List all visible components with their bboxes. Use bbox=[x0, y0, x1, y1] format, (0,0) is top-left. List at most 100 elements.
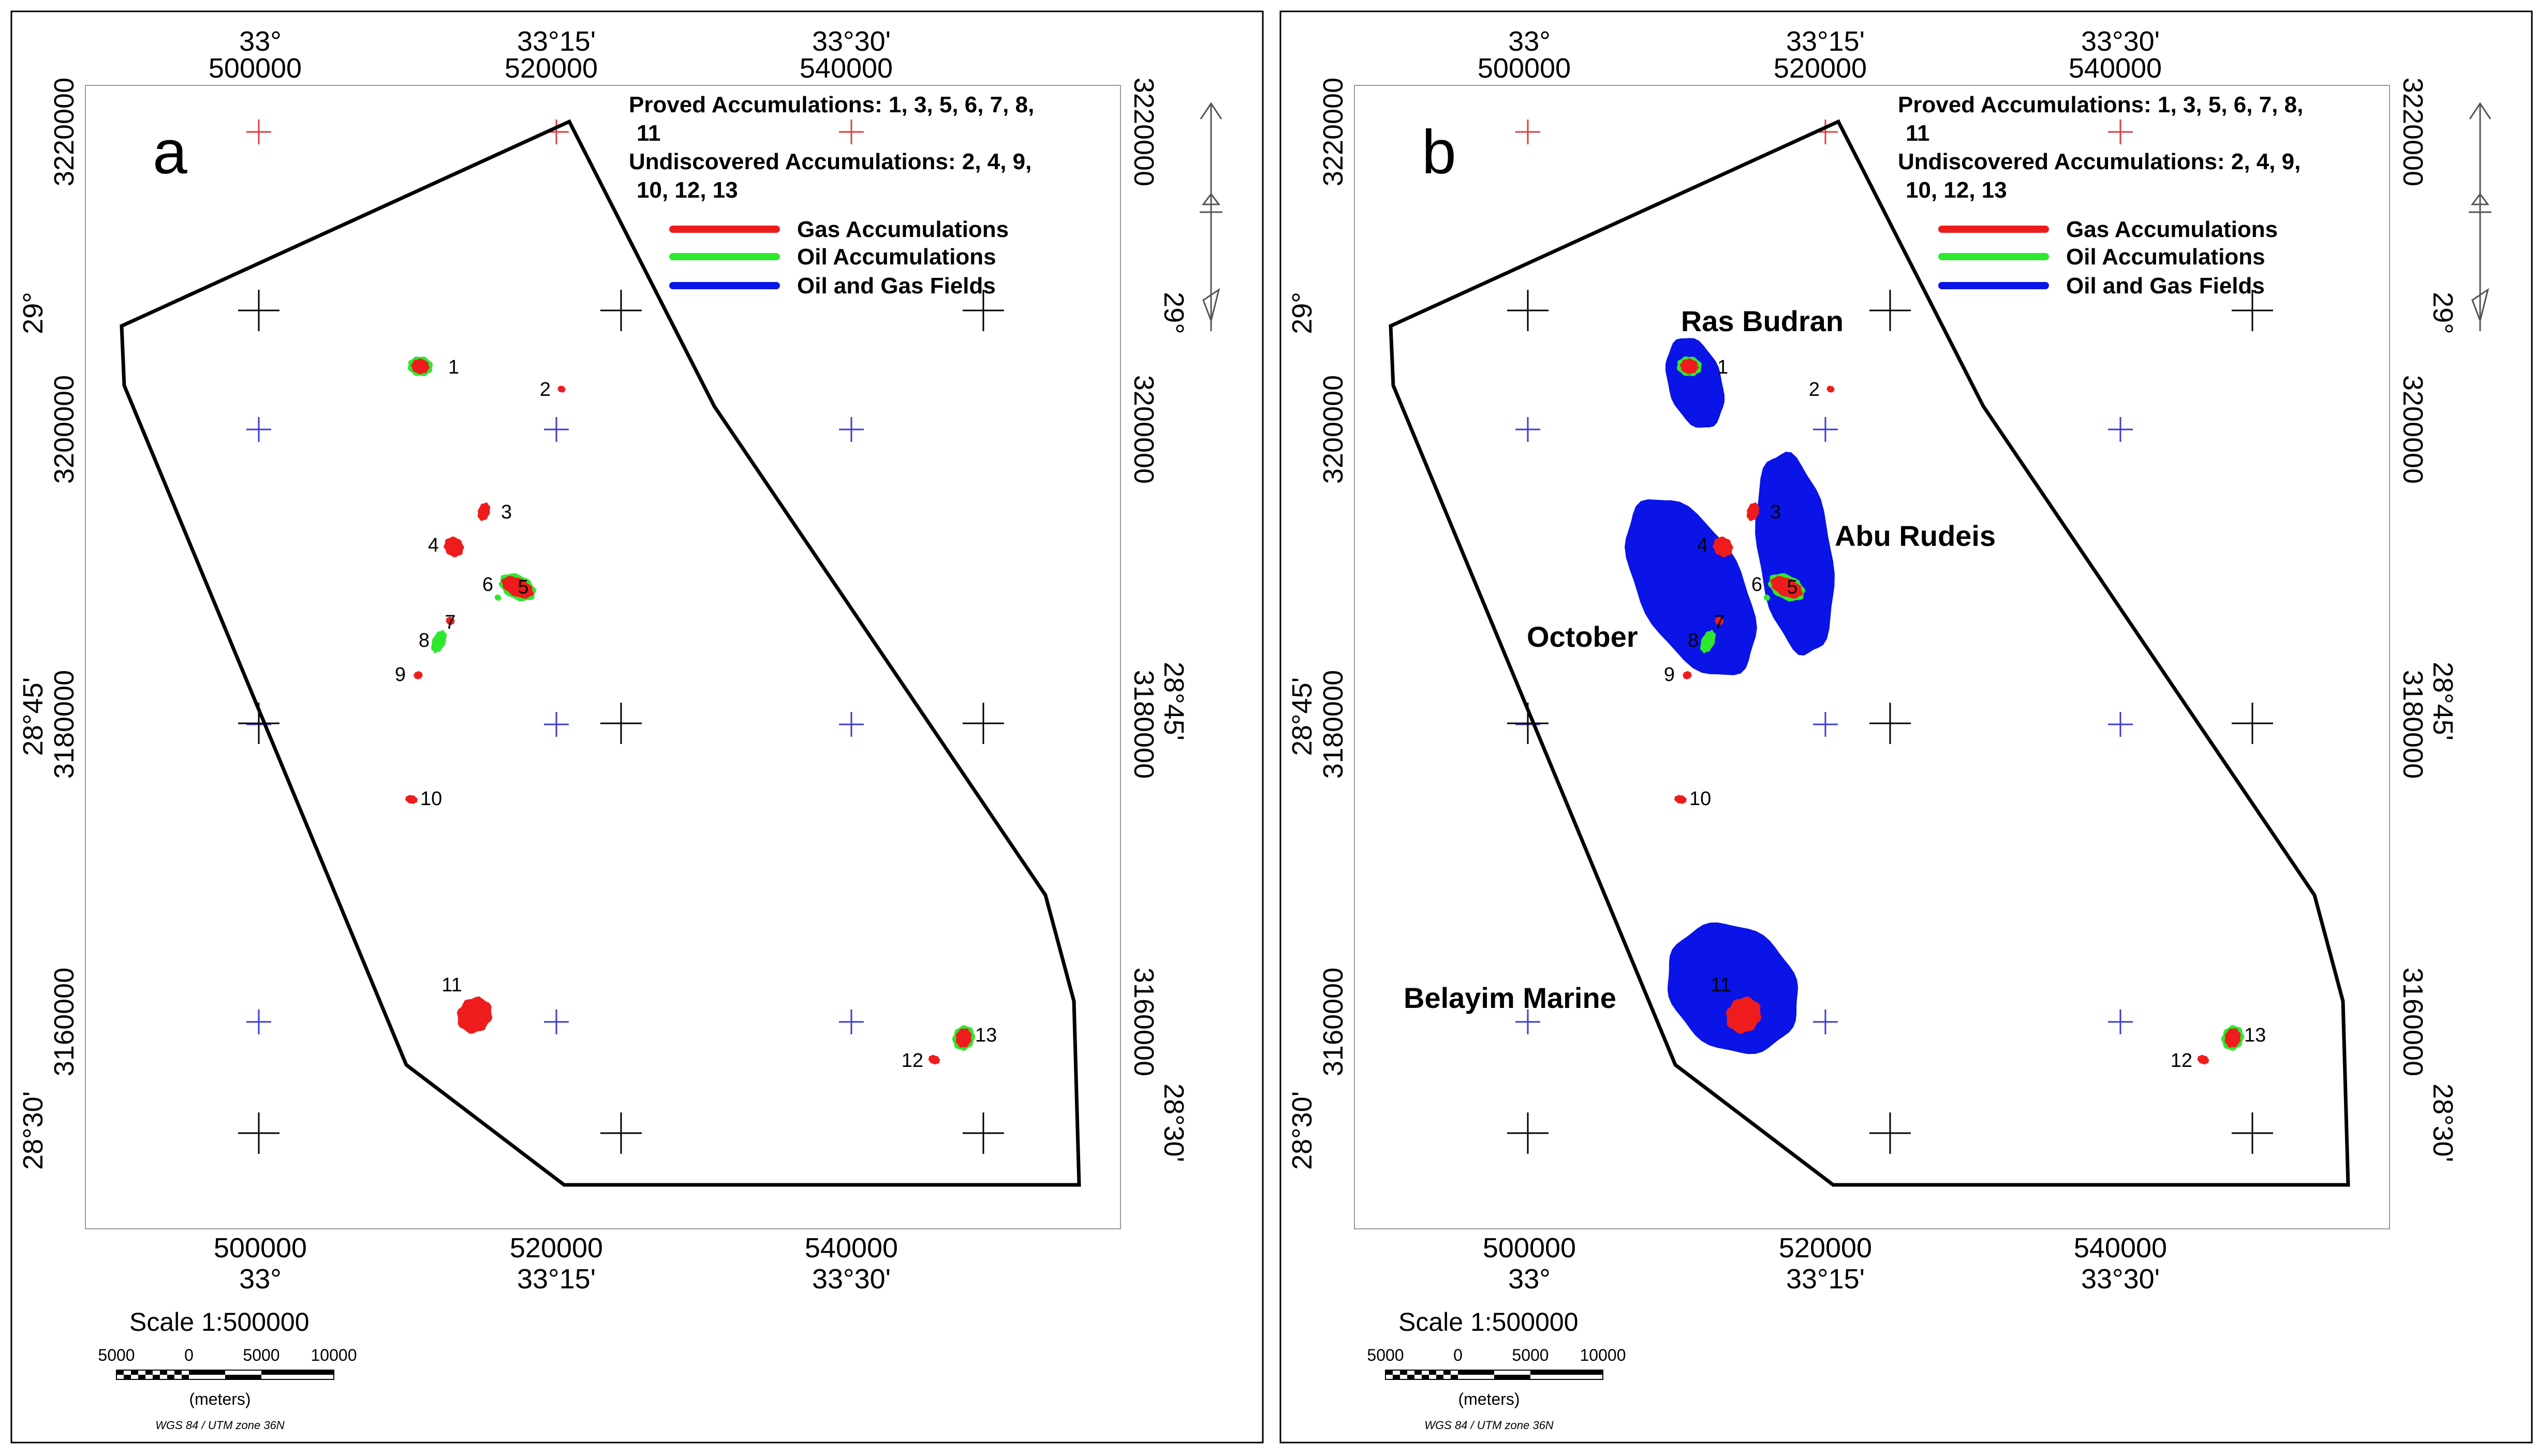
accumulation-label: 2 bbox=[540, 379, 551, 400]
accumulation-7: 7 bbox=[1714, 612, 1724, 633]
right-northing-label: 3180000 bbox=[1128, 670, 1159, 779]
legend-undiscovered-line2: 10, 12, 13 bbox=[1906, 177, 2007, 203]
left-northing-label: 3160000 bbox=[1318, 968, 1349, 1076]
legend-undiscovered-line1: Undiscovered Accumulations: 2, 4, 9, bbox=[629, 149, 1031, 174]
graticule-cross bbox=[2232, 290, 2273, 331]
utm-grid-cross bbox=[1813, 1009, 1838, 1034]
right-latitude-label: 29° bbox=[2427, 292, 2458, 334]
gas-accumulation-shape bbox=[2197, 1054, 2209, 1065]
legend-fields-label: Oil and Gas Fields bbox=[797, 273, 996, 299]
top-easting-label: 540000 bbox=[2069, 53, 2162, 84]
graticule-cross bbox=[1869, 703, 1911, 744]
scale-bar-segment bbox=[1407, 1375, 1414, 1379]
scale-tick-label: 10000 bbox=[1580, 1346, 1626, 1364]
oil-gas-field-polygon bbox=[1755, 452, 1835, 656]
utm-grid-cross bbox=[1813, 417, 1838, 442]
utm-grid-cross bbox=[544, 417, 569, 442]
utm-grid-cross bbox=[2108, 417, 2133, 442]
accumulation-label: 11 bbox=[441, 974, 462, 996]
accumulation-2: 2 bbox=[540, 379, 566, 400]
projection-label: WGS 84 / UTM zone 36N bbox=[155, 1419, 285, 1432]
north-arrow-head bbox=[1200, 102, 1222, 213]
bottom-longitude-label: 33° bbox=[239, 1264, 282, 1295]
accumulation-13: 13 bbox=[2221, 1024, 2266, 1051]
accumulation-label: 9 bbox=[395, 664, 406, 686]
accumulation-label: 13 bbox=[975, 1024, 997, 1046]
scale-bar-segment bbox=[261, 1370, 334, 1375]
north-arrow-tail bbox=[1202, 288, 1220, 324]
concession-boundary bbox=[120, 119, 1081, 1187]
utm-grid-cross bbox=[839, 417, 864, 442]
right-latitude-label: 28°45' bbox=[1158, 662, 1189, 740]
north-arrow-icon bbox=[2469, 102, 2491, 331]
bottom-easting-label: 540000 bbox=[2074, 1232, 2167, 1264]
utm-grid-cross bbox=[2108, 120, 2133, 144]
scale-units: (meters) bbox=[189, 1390, 250, 1408]
gas-accumulation-shape bbox=[456, 996, 493, 1034]
left-latitude-label: 28°45' bbox=[18, 677, 49, 756]
concession-boundary bbox=[1389, 119, 2350, 1187]
utm-grid-cross bbox=[544, 712, 569, 737]
scale-tick-label: 5000 bbox=[1367, 1346, 1404, 1364]
utm-grid-cross bbox=[1515, 120, 1540, 144]
accumulation-2: 2 bbox=[1809, 379, 1835, 400]
scale-tick-label: 5000 bbox=[243, 1346, 279, 1364]
projection-label: WGS 84 / UTM zone 36N bbox=[1424, 1419, 1554, 1432]
left-latitude-label: 29° bbox=[1287, 292, 1318, 334]
legend-gas-label: Gas Accumulations bbox=[2066, 217, 2278, 242]
scale-tick-label: 10000 bbox=[311, 1346, 357, 1364]
scale-bar-segment bbox=[182, 1375, 189, 1379]
top-longitude-label: 33°30' bbox=[2081, 26, 2160, 57]
scale-tick-label: 0 bbox=[184, 1346, 194, 1364]
right-latitude-label: 28°45' bbox=[2427, 662, 2458, 740]
accumulation-label: 6 bbox=[482, 574, 493, 596]
oil-accumulation-shape bbox=[1700, 630, 1716, 653]
graticule-cross bbox=[963, 290, 1004, 331]
legend-proved-line1: Proved Accumulations: 1, 3, 5, 6, 7, 8, bbox=[629, 92, 1034, 117]
utm-grid-cross bbox=[1813, 712, 1838, 737]
gas-accumulation-shape bbox=[477, 502, 491, 522]
graticule-cross bbox=[2232, 1112, 2273, 1154]
accumulation-label: 8 bbox=[1688, 630, 1699, 651]
accumulation-4: 4 bbox=[428, 534, 464, 558]
gas-accumulation-shape bbox=[444, 536, 464, 558]
scale-bar-segment bbox=[1422, 1375, 1429, 1379]
utm-grid-cross bbox=[246, 120, 271, 144]
left-northing-label: 3200000 bbox=[1318, 375, 1349, 484]
scale-bar-segment bbox=[116, 1370, 124, 1375]
bottom-longitude-label: 33°30' bbox=[2081, 1264, 2160, 1295]
top-easting-label: 520000 bbox=[1774, 53, 1867, 84]
graticule-cross bbox=[1507, 1112, 1549, 1154]
accumulation-5: 5 bbox=[1767, 573, 1806, 602]
utm-grid-cross bbox=[246, 1009, 271, 1034]
gas-accumulation-shape bbox=[405, 795, 418, 804]
bottom-easting-label: 520000 bbox=[510, 1232, 603, 1264]
scale-bar-segment bbox=[1530, 1370, 1603, 1375]
graticule-cross bbox=[238, 290, 279, 331]
graticule-cross bbox=[1869, 290, 1911, 331]
scale-bar-segment bbox=[1429, 1370, 1436, 1375]
scale-title: Scale 1:500000 bbox=[1398, 1308, 1579, 1336]
accumulation-8: 8 bbox=[419, 630, 447, 653]
bottom-longitude-label: 33°15' bbox=[1786, 1264, 1865, 1295]
gas-accumulation-shape bbox=[557, 385, 566, 393]
accumulation-label: 13 bbox=[2244, 1024, 2266, 1046]
map-frame bbox=[85, 85, 1121, 1229]
right-latitude-label: 28°30' bbox=[2427, 1083, 2458, 1162]
accumulation-label: 9 bbox=[1664, 664, 1675, 686]
right-northing-label: 3180000 bbox=[2397, 670, 2428, 779]
scale-bar-segment bbox=[1451, 1375, 1458, 1379]
scale-tick-label: 0 bbox=[1453, 1346, 1463, 1364]
gas-accumulation-shape bbox=[414, 671, 423, 680]
legend-oil-label: Oil Accumulations bbox=[2066, 244, 2265, 270]
left-latitude-label: 28°30' bbox=[1287, 1091, 1318, 1170]
accumulation-11: 11 bbox=[441, 974, 493, 1034]
scale-bar-segment bbox=[1400, 1370, 1407, 1375]
accumulation-4: 4 bbox=[1697, 534, 1733, 558]
gas-accumulation-shape bbox=[1674, 795, 1687, 804]
right-northing-label: 3220000 bbox=[1128, 78, 1159, 186]
north-arrow-icon bbox=[1200, 102, 1222, 331]
graticule-cross bbox=[1507, 290, 1549, 331]
legend-proved-line2: 11 bbox=[637, 121, 661, 146]
